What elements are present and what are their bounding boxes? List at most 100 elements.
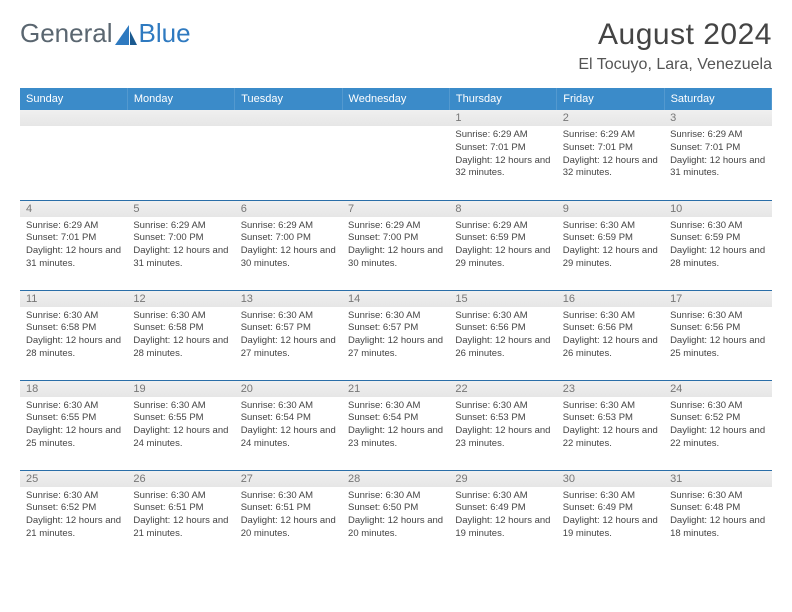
calendar-day-cell: 11Sunrise: 6:30 AMSunset: 6:58 PMDayligh… xyxy=(20,290,127,380)
day-details: Sunrise: 6:29 AMSunset: 7:00 PMDaylight:… xyxy=(342,217,449,275)
day-details: Sunrise: 6:30 AMSunset: 6:59 PMDaylight:… xyxy=(557,217,664,275)
day-details: Sunrise: 6:30 AMSunset: 6:54 PMDaylight:… xyxy=(342,397,449,455)
weekday-header: Sunday xyxy=(20,88,127,110)
day-number: 20 xyxy=(235,381,342,397)
day-details: Sunrise: 6:30 AMSunset: 6:56 PMDaylight:… xyxy=(664,307,771,365)
calendar-day-cell: 15Sunrise: 6:30 AMSunset: 6:56 PMDayligh… xyxy=(449,290,556,380)
day-number: 1 xyxy=(449,110,556,126)
calendar-day-cell: 21Sunrise: 6:30 AMSunset: 6:54 PMDayligh… xyxy=(342,380,449,470)
calendar-header-row: SundayMondayTuesdayWednesdayThursdayFrid… xyxy=(20,88,772,110)
weekday-header: Tuesday xyxy=(235,88,342,110)
weekday-header: Monday xyxy=(127,88,234,110)
day-number: 8 xyxy=(449,201,556,217)
day-details: Sunrise: 6:30 AMSunset: 6:49 PMDaylight:… xyxy=(449,487,556,545)
day-details: Sunrise: 6:30 AMSunset: 6:51 PMDaylight:… xyxy=(235,487,342,545)
calendar-day-cell: 23Sunrise: 6:30 AMSunset: 6:53 PMDayligh… xyxy=(557,380,664,470)
calendar-table: SundayMondayTuesdayWednesdayThursdayFrid… xyxy=(20,88,772,560)
day-number: 7 xyxy=(342,201,449,217)
page-title: August 2024 xyxy=(578,18,772,52)
day-number: 28 xyxy=(342,471,449,487)
calendar-day-cell: 31Sunrise: 6:30 AMSunset: 6:48 PMDayligh… xyxy=(664,470,771,560)
day-number: 15 xyxy=(449,291,556,307)
day-number: 17 xyxy=(664,291,771,307)
calendar-week-row: 11Sunrise: 6:30 AMSunset: 6:58 PMDayligh… xyxy=(20,290,772,380)
calendar-week-row: 1Sunrise: 6:29 AMSunset: 7:01 PMDaylight… xyxy=(20,110,772,200)
day-number: 9 xyxy=(557,201,664,217)
day-details: Sunrise: 6:30 AMSunset: 6:54 PMDaylight:… xyxy=(235,397,342,455)
calendar-day-cell xyxy=(342,110,449,200)
calendar-week-row: 4Sunrise: 6:29 AMSunset: 7:01 PMDaylight… xyxy=(20,200,772,290)
calendar-day-cell xyxy=(20,110,127,200)
day-number xyxy=(20,110,127,126)
calendar-day-cell: 2Sunrise: 6:29 AMSunset: 7:01 PMDaylight… xyxy=(557,110,664,200)
day-details: Sunrise: 6:30 AMSunset: 6:50 PMDaylight:… xyxy=(342,487,449,545)
calendar-day-cell: 4Sunrise: 6:29 AMSunset: 7:01 PMDaylight… xyxy=(20,200,127,290)
calendar-day-cell: 22Sunrise: 6:30 AMSunset: 6:53 PMDayligh… xyxy=(449,380,556,470)
calendar-week-row: 18Sunrise: 6:30 AMSunset: 6:55 PMDayligh… xyxy=(20,380,772,470)
day-number: 4 xyxy=(20,201,127,217)
logo-text-1: General xyxy=(20,18,113,49)
calendar-day-cell: 5Sunrise: 6:29 AMSunset: 7:00 PMDaylight… xyxy=(127,200,234,290)
day-number: 27 xyxy=(235,471,342,487)
day-number xyxy=(235,110,342,126)
title-block: August 2024 El Tocuyo, Lara, Venezuela xyxy=(578,18,772,74)
day-details: Sunrise: 6:30 AMSunset: 6:52 PMDaylight:… xyxy=(20,487,127,545)
header: General Blue August 2024 El Tocuyo, Lara… xyxy=(20,18,772,74)
weekday-header: Wednesday xyxy=(342,88,449,110)
day-details: Sunrise: 6:30 AMSunset: 6:49 PMDaylight:… xyxy=(557,487,664,545)
weekday-header: Friday xyxy=(557,88,664,110)
calendar-day-cell: 7Sunrise: 6:29 AMSunset: 7:00 PMDaylight… xyxy=(342,200,449,290)
day-number: 24 xyxy=(664,381,771,397)
logo-sail-icon xyxy=(115,25,137,45)
calendar-day-cell: 3Sunrise: 6:29 AMSunset: 7:01 PMDaylight… xyxy=(664,110,771,200)
day-details: Sunrise: 6:30 AMSunset: 6:53 PMDaylight:… xyxy=(557,397,664,455)
calendar-day-cell: 1Sunrise: 6:29 AMSunset: 7:01 PMDaylight… xyxy=(449,110,556,200)
day-number: 5 xyxy=(127,201,234,217)
calendar-day-cell: 28Sunrise: 6:30 AMSunset: 6:50 PMDayligh… xyxy=(342,470,449,560)
weekday-header: Saturday xyxy=(664,88,771,110)
day-details: Sunrise: 6:29 AMSunset: 7:01 PMDaylight:… xyxy=(557,126,664,184)
day-details: Sunrise: 6:30 AMSunset: 6:58 PMDaylight:… xyxy=(127,307,234,365)
calendar-day-cell: 17Sunrise: 6:30 AMSunset: 6:56 PMDayligh… xyxy=(664,290,771,380)
day-details: Sunrise: 6:30 AMSunset: 6:55 PMDaylight:… xyxy=(127,397,234,455)
logo-text-2: Blue xyxy=(139,18,191,49)
day-number: 23 xyxy=(557,381,664,397)
calendar-day-cell xyxy=(127,110,234,200)
day-number xyxy=(342,110,449,126)
day-number xyxy=(127,110,234,126)
calendar-day-cell: 8Sunrise: 6:29 AMSunset: 6:59 PMDaylight… xyxy=(449,200,556,290)
day-number: 10 xyxy=(664,201,771,217)
calendar-day-cell xyxy=(235,110,342,200)
day-number: 14 xyxy=(342,291,449,307)
day-number: 19 xyxy=(127,381,234,397)
day-details: Sunrise: 6:30 AMSunset: 6:57 PMDaylight:… xyxy=(342,307,449,365)
calendar-day-cell: 24Sunrise: 6:30 AMSunset: 6:52 PMDayligh… xyxy=(664,380,771,470)
day-details: Sunrise: 6:30 AMSunset: 6:59 PMDaylight:… xyxy=(664,217,771,275)
calendar-day-cell: 6Sunrise: 6:29 AMSunset: 7:00 PMDaylight… xyxy=(235,200,342,290)
calendar-day-cell: 25Sunrise: 6:30 AMSunset: 6:52 PMDayligh… xyxy=(20,470,127,560)
day-details: Sunrise: 6:29 AMSunset: 7:00 PMDaylight:… xyxy=(235,217,342,275)
day-number: 30 xyxy=(557,471,664,487)
day-details: Sunrise: 6:29 AMSunset: 7:01 PMDaylight:… xyxy=(20,217,127,275)
day-number: 31 xyxy=(664,471,771,487)
day-number: 18 xyxy=(20,381,127,397)
calendar-day-cell: 12Sunrise: 6:30 AMSunset: 6:58 PMDayligh… xyxy=(127,290,234,380)
day-details: Sunrise: 6:30 AMSunset: 6:56 PMDaylight:… xyxy=(557,307,664,365)
day-number: 13 xyxy=(235,291,342,307)
day-details: Sunrise: 6:29 AMSunset: 7:01 PMDaylight:… xyxy=(449,126,556,184)
calendar-day-cell: 29Sunrise: 6:30 AMSunset: 6:49 PMDayligh… xyxy=(449,470,556,560)
day-number: 16 xyxy=(557,291,664,307)
calendar-day-cell: 26Sunrise: 6:30 AMSunset: 6:51 PMDayligh… xyxy=(127,470,234,560)
day-number: 25 xyxy=(20,471,127,487)
day-number: 6 xyxy=(235,201,342,217)
day-number: 3 xyxy=(664,110,771,126)
day-number: 21 xyxy=(342,381,449,397)
weekday-header: Thursday xyxy=(449,88,556,110)
day-details: Sunrise: 6:29 AMSunset: 7:01 PMDaylight:… xyxy=(664,126,771,184)
calendar-day-cell: 19Sunrise: 6:30 AMSunset: 6:55 PMDayligh… xyxy=(127,380,234,470)
day-details: Sunrise: 6:30 AMSunset: 6:51 PMDaylight:… xyxy=(127,487,234,545)
day-number: 12 xyxy=(127,291,234,307)
calendar-day-cell: 16Sunrise: 6:30 AMSunset: 6:56 PMDayligh… xyxy=(557,290,664,380)
calendar-day-cell: 13Sunrise: 6:30 AMSunset: 6:57 PMDayligh… xyxy=(235,290,342,380)
day-details: Sunrise: 6:30 AMSunset: 6:58 PMDaylight:… xyxy=(20,307,127,365)
